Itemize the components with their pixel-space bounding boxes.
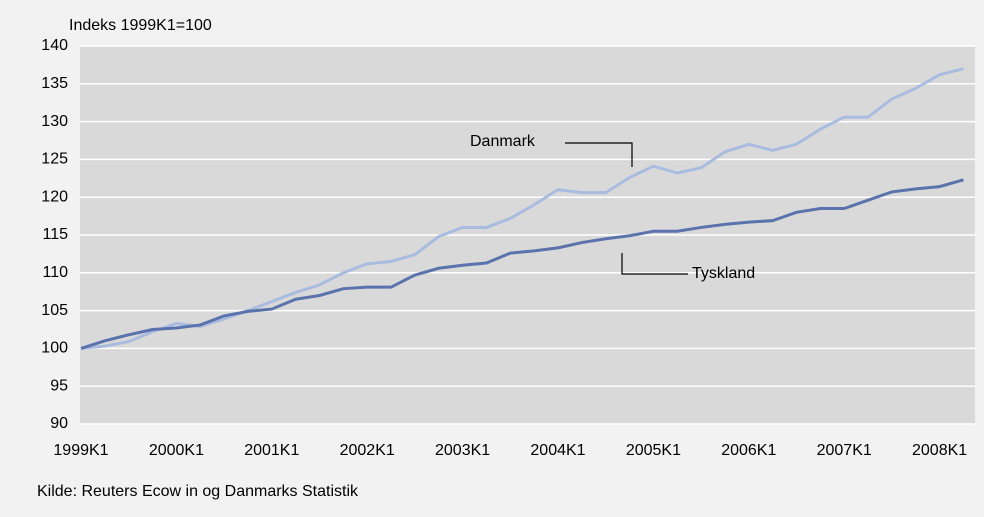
x-tick-label: 2004K1 [530, 442, 585, 459]
y-axis-label: Indeks 1999K1=100 [69, 17, 212, 34]
y-tick-label: 130 [41, 113, 68, 130]
x-tick-label: 2001K1 [244, 442, 299, 459]
y-tick-label: 115 [42, 226, 68, 243]
y-tick-label: 125 [41, 151, 68, 168]
series-line [80, 178, 964, 350]
series-label: Tyskland [692, 265, 755, 282]
y-tick-label: 140 [41, 37, 68, 54]
y-tick-label: 90 [50, 415, 68, 432]
x-tick-label: 2005K1 [626, 442, 681, 459]
y-tick-label: 120 [41, 188, 68, 205]
series-line [80, 67, 964, 350]
y-tick-label: 105 [41, 302, 68, 319]
x-tick-label: 2002K1 [340, 442, 395, 459]
x-tick-label: 1999K1 [53, 442, 108, 459]
y-tick-label: 110 [42, 264, 68, 281]
y-tick-label: 135 [41, 75, 68, 92]
x-tick-label: 2003K1 [435, 442, 490, 459]
y-tick-label: 100 [41, 340, 68, 357]
leader-line [565, 142, 633, 167]
series-label: Danmark [470, 133, 536, 150]
x-tick-label: 2006K1 [721, 442, 776, 459]
x-tick-label: 2000K1 [149, 442, 204, 459]
y-tick-label: 95 [50, 377, 68, 394]
x-tick-label: 2007K1 [817, 442, 872, 459]
x-tick-label: 2008K1 [912, 442, 967, 459]
leader-line [621, 253, 688, 275]
source-note: Kilde: Reuters Ecow in og Danmarks Stati… [37, 483, 359, 500]
